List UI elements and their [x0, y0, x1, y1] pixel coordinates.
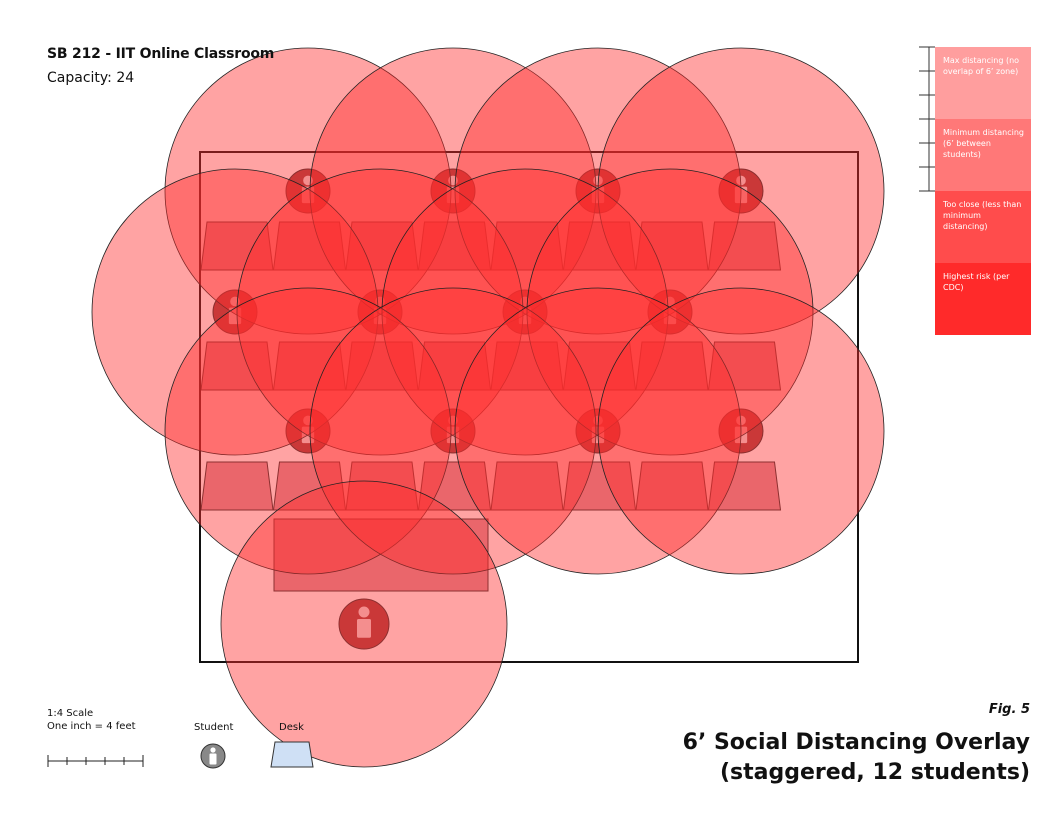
- legend-max-distancing: Max distancing (no overlap of 6’ zone): [935, 47, 1031, 119]
- room-capacity: Capacity: 24: [47, 70, 135, 86]
- distancing-zone: [597, 47, 885, 335]
- student-icon: [338, 598, 390, 650]
- figure-title-line1: 6’ Social Distancing Overlay: [682, 730, 1030, 755]
- legend-label: Too close (less than minimum distancing): [943, 200, 1022, 231]
- desk-key-label: Desk: [279, 722, 304, 733]
- distancing-zone: [309, 47, 597, 335]
- student-key-label: Student: [194, 722, 234, 733]
- student-key-icon: [200, 743, 226, 769]
- legend-label: Max distancing (no overlap of 6’ zone): [943, 56, 1020, 76]
- distancing-zone: [236, 168, 524, 456]
- desk: [707, 341, 782, 391]
- distancing-zone: [220, 480, 508, 768]
- scale-bar: [47, 755, 144, 767]
- distancing-zone: [526, 168, 814, 456]
- student-icon: [285, 168, 331, 214]
- legend-too-close: Too close (less than minimum distancing): [935, 191, 1031, 263]
- room-outline: [199, 151, 859, 663]
- distancing-zone: [164, 47, 452, 335]
- legend-label: Minimum distancing (6’ between students): [943, 128, 1024, 159]
- desk: [707, 461, 782, 511]
- figure-title-line2: (staggered, 12 students): [719, 760, 1030, 785]
- distancing-zone: [164, 287, 452, 575]
- legend-highest-risk: Highest risk (per CDC): [935, 263, 1031, 335]
- figure-title: 6’ Social Distancing Overlay (staggered,…: [683, 728, 1030, 788]
- student-icon: [285, 408, 331, 454]
- scale-text: 1:4 Scale One inch = 4 feet: [47, 707, 136, 733]
- distancing-zone: [597, 287, 885, 575]
- distancing-zone: [381, 168, 669, 456]
- room-title: SB 212 - IIT Online Classroom: [47, 46, 275, 62]
- distancing-zone: [309, 287, 597, 575]
- figure-number: Fig. 5: [988, 702, 1030, 717]
- scale-ratio: 1:4 Scale: [47, 708, 94, 719]
- legend-label: Highest risk (per CDC): [943, 272, 1010, 292]
- distancing-zone: [91, 168, 379, 456]
- desk: [707, 221, 782, 271]
- desk-key-icon: [270, 741, 314, 768]
- scale-note: One inch = 4 feet: [47, 721, 136, 732]
- legend-minimum-distancing: Minimum distancing (6’ between students): [935, 119, 1031, 191]
